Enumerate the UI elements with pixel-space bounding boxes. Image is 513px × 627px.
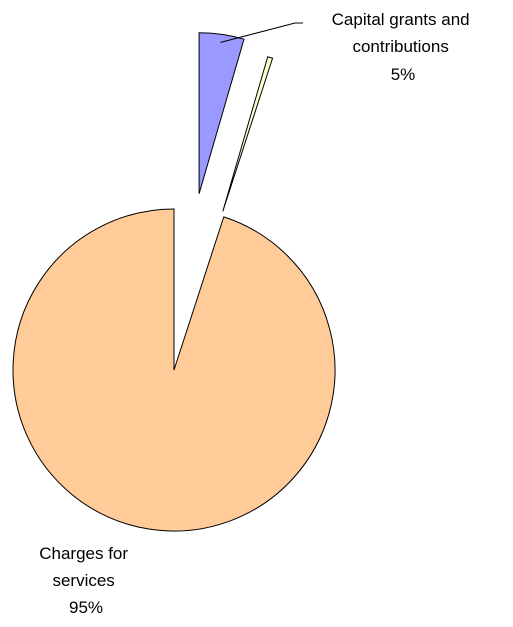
slice-label-charges-line2: services [52, 571, 114, 590]
slice-percent-charges: 95% [69, 598, 103, 617]
slice-label-charges-for-services: Charges for services 95% [39, 544, 133, 617]
slice-label-capital-grants: Capital grants and contributions 5% [332, 10, 475, 84]
slice-label-capital-grants-line1: Capital grants and [332, 10, 470, 29]
slice-charges-for-services [12, 208, 336, 532]
leader-line-capital-grants [220, 22, 303, 43]
slice-percent-capital-grants: 5% [391, 65, 416, 84]
slice-label-charges-line1: Charges for [39, 544, 128, 563]
slices-layer [12, 32, 336, 532]
slice-other [222, 56, 274, 212]
slice-label-capital-grants-line2: contributions [352, 37, 448, 56]
slice-capital-grants [198, 32, 245, 194]
